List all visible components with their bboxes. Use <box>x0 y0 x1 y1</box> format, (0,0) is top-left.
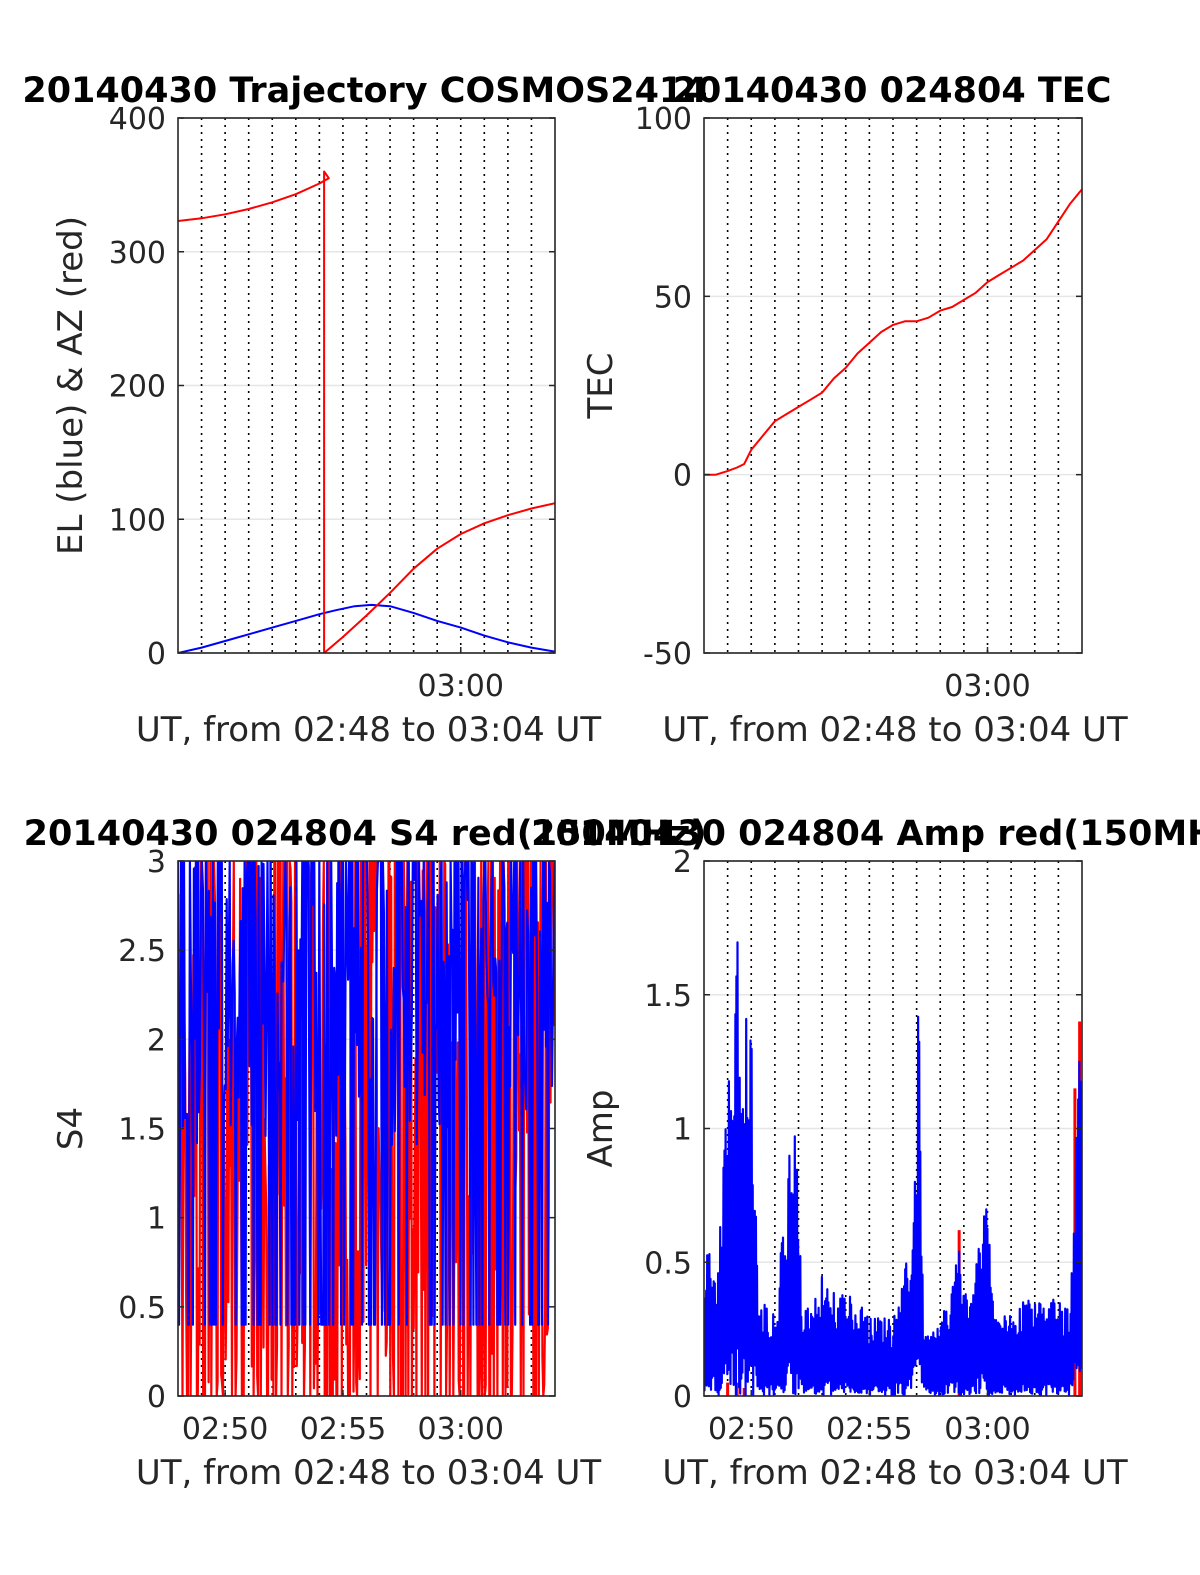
chart-title: 20140430 024804 S4 red(150MHz) <box>24 814 707 854</box>
x-tick-label: 02:55 <box>300 1412 386 1447</box>
y-tick-label: 2.5 <box>118 934 166 969</box>
x-axis-label: UT, from 02:48 to 03:04 UT <box>136 710 602 750</box>
y-axis-label: Amp <box>581 1090 621 1168</box>
y-tick-label: 100 <box>109 503 166 538</box>
x-tick-label: 03:00 <box>944 669 1030 704</box>
y-tick-label: 400 <box>109 102 166 137</box>
y-tick-label: 2 <box>147 1023 166 1058</box>
y-tick-label: 3 <box>147 845 166 880</box>
x-axis-label: UT, from 02:48 to 03:04 UT <box>136 1453 602 1493</box>
tec-chart: -50 0 50 100 03:00 20140430 024804 TEC UT, fro… <box>581 71 1128 750</box>
y-tick-label: 1 <box>147 1202 166 1237</box>
y-tick-label: 1 <box>673 1113 692 1148</box>
series-line <box>178 170 555 653</box>
y-axis-label: EL (blue) & AZ (red) <box>51 216 91 555</box>
x-axis-label: UT, from 02:48 to 03:04 UT <box>662 710 1128 750</box>
y-tick-label: 50 <box>654 280 692 315</box>
series-line <box>704 188 1082 476</box>
s4-chart: 0 0.5 1 1.5 2 2.5 3 02:50 02:55 03:00 20140430 024… <box>24 814 707 1493</box>
series-group <box>178 170 555 653</box>
y-tick-label: 1.5 <box>644 979 692 1014</box>
x-tick-label: 03:00 <box>418 1412 504 1447</box>
y-tick-label: 0 <box>147 637 166 672</box>
x-tick-label: 02:50 <box>708 1412 794 1447</box>
chart-title: 20140430 024804 Amp red(150MHz) <box>531 814 1200 854</box>
axes-frame <box>703 117 1083 654</box>
y-tick-label: 0 <box>147 1380 166 1415</box>
series-group <box>704 188 1082 476</box>
y-axis-label: TEC <box>581 353 621 420</box>
y-tick-label: 2 <box>673 845 692 880</box>
y-tick-label: 0 <box>673 1380 692 1415</box>
x-axis-label: UT, from 02:48 to 03:04 UT <box>662 1453 1128 1493</box>
y-tick-label: 1.5 <box>118 1113 166 1148</box>
series-line <box>704 941 1082 1396</box>
y-tick-label: 0 <box>673 459 692 494</box>
chart-title: 20140430 024804 TEC <box>673 71 1112 111</box>
x-tick-label: 03:00 <box>944 1412 1030 1447</box>
y-tick-label: 0.5 <box>118 1291 166 1326</box>
series-line <box>178 861 555 1326</box>
y-tick-label: 100 <box>635 102 692 137</box>
y-tick-label: -50 <box>643 637 692 672</box>
amp-chart: 0 0.5 1 1.5 2 02:50 02:55 03:00 20140430 024804 … <box>531 814 1200 1493</box>
y-tick-label: 300 <box>109 236 166 271</box>
series-group <box>178 861 555 1396</box>
chart-title: 20140430 Trajectory COSMOS2414 <box>22 71 707 111</box>
y-tick-label: 200 <box>109 370 166 405</box>
x-tick-label: 02:55 <box>826 1412 912 1447</box>
x-tick-label: 03:00 <box>418 669 504 704</box>
x-tick-label: 02:50 <box>182 1412 268 1447</box>
series-line <box>178 603 555 653</box>
trajectory-chart: 0 100 200 300 400 03:00 20140430 Trajectory CO… <box>22 71 707 750</box>
y-axis-label: S4 <box>51 1107 91 1150</box>
y-tick-label: 0.5 <box>644 1246 692 1281</box>
series-group <box>704 941 1082 1396</box>
